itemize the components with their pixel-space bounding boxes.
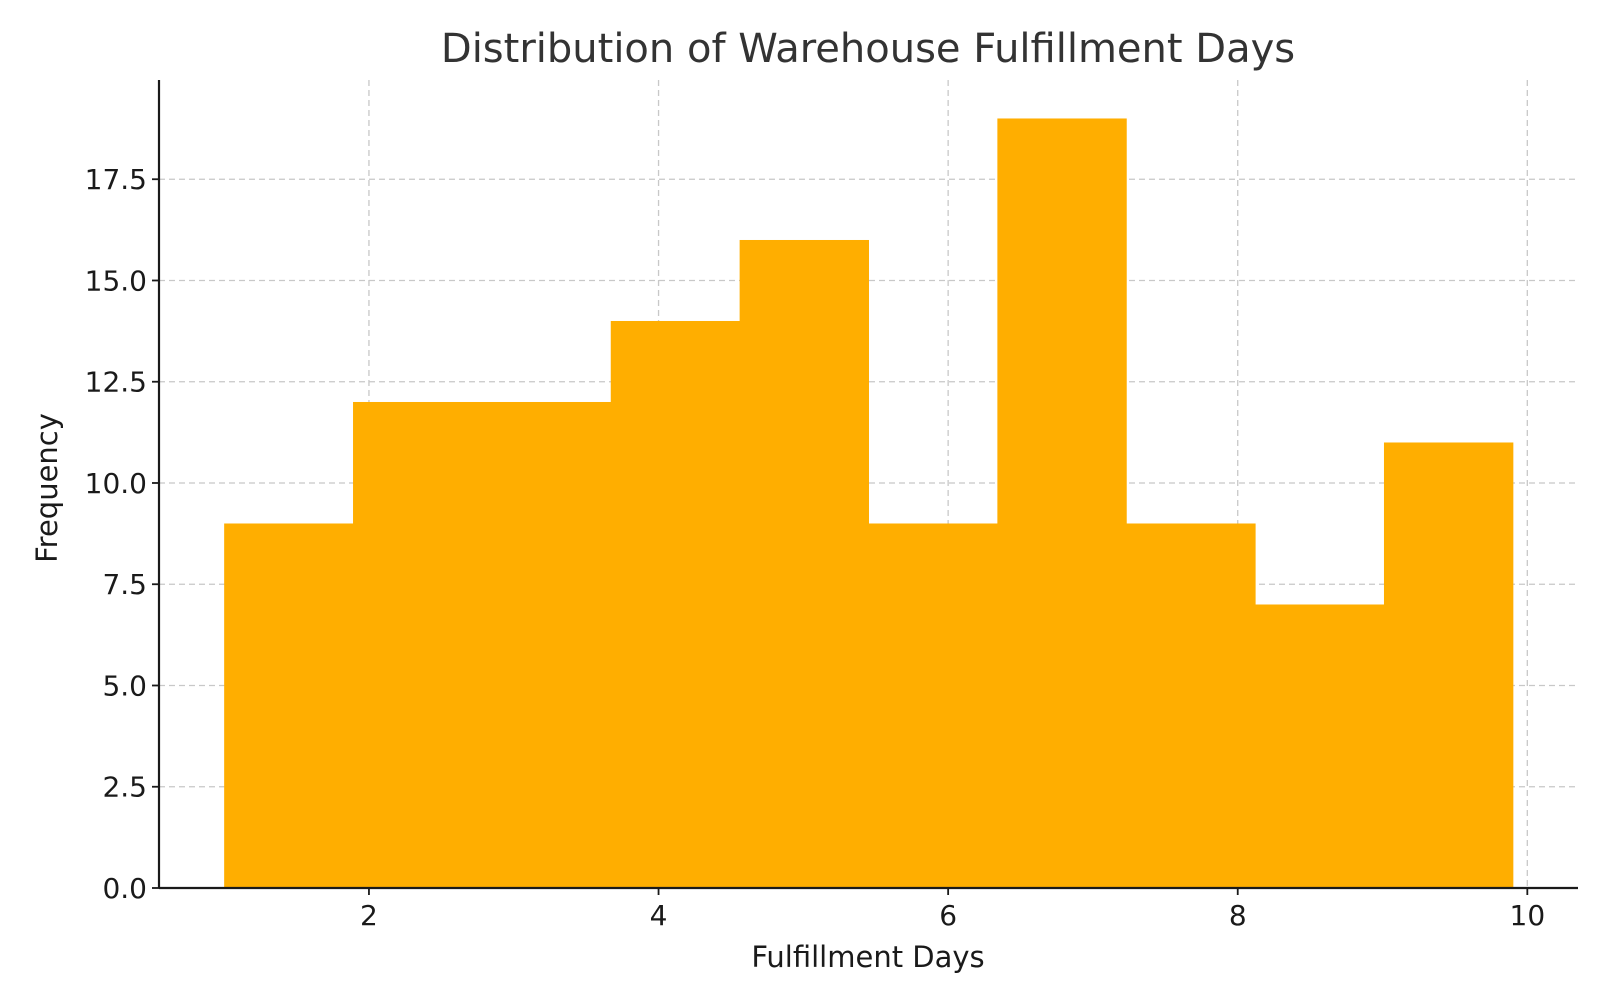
y-tick-label: 2.5: [102, 771, 147, 804]
y-tick-label: 10.0: [85, 467, 147, 500]
chart-title: Distribution of Warehouse Fulfillment Da…: [441, 26, 1295, 72]
histogram-bar: [610, 320, 741, 889]
x-tick-label: 10: [1510, 899, 1546, 932]
histogram-bar: [997, 118, 1127, 888]
y-tick-label: 12.5: [85, 366, 147, 399]
histogram-bar: [739, 239, 869, 888]
x-tick-label: 6: [939, 899, 957, 932]
y-tick-label: 0.0: [102, 872, 147, 905]
histogram-bar: [1255, 604, 1385, 888]
histogram-bar: [481, 401, 612, 888]
x-tick-label: 4: [650, 899, 668, 932]
y-tick-label: 15.0: [85, 264, 147, 297]
x-tick-label: 2: [360, 899, 378, 932]
axes: [157, 80, 1578, 890]
histogram-bar: [1383, 442, 1514, 888]
y-tick-label: 7.5: [102, 568, 147, 601]
y-tick-label: 5.0: [102, 669, 147, 702]
histogram-bar: [868, 523, 998, 888]
histogram-bar: [224, 523, 354, 888]
y-axis-label: Frequency: [30, 413, 64, 563]
y-axis-ticks: 0.0 2.5 5.0 7.5 10.0 12.5 15.0 17.5: [85, 163, 159, 905]
histogram-bar: [353, 401, 483, 888]
x-axis-label: Fulfillment Days: [751, 940, 984, 974]
x-axis-ticks: 2 4 6 8 10: [360, 888, 1545, 932]
y-tick-label: 17.5: [85, 163, 147, 196]
x-tick-label: 8: [1229, 899, 1247, 932]
histogram-bars: [224, 118, 1514, 889]
histogram-bar: [1126, 523, 1256, 888]
